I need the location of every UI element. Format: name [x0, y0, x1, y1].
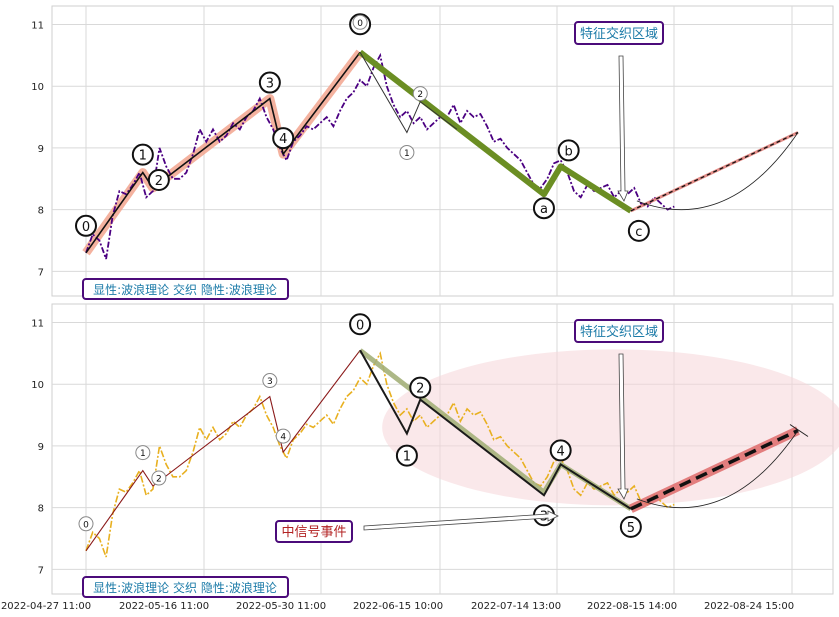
x-axis-tick-labels: 2022-04-27 11:00 2022-05-16 11:00 2022-05-…: [1, 601, 794, 612]
impulse-wave-label-text: 3: [267, 377, 273, 387]
impulse-wave-line: [85, 51, 361, 254]
impulse-wave-label-text: 2: [156, 475, 162, 485]
sub-wave-line: [359, 349, 632, 510]
x-tick-label: 2022-07-14 13:00: [471, 601, 561, 612]
impulse-wave-label-text: 0: [83, 520, 89, 530]
feature-region-ellipse: [382, 349, 839, 506]
footer-label-text: 显性:波浪理论 交织 隐性:波浪理论: [93, 580, 277, 595]
projection-end-tick: [789, 424, 809, 437]
sub-wave-label: [619, 515, 642, 538]
sub-wave-label: [412, 86, 428, 102]
sub-wave-label: [349, 313, 372, 336]
projection-dashed-line: [630, 428, 799, 511]
feature-label-frame: [574, 319, 664, 343]
y-tick-label: 7: [38, 267, 44, 278]
y-tick-label: 9: [38, 144, 44, 155]
x-tick-label: 2022-06-15 10:00: [353, 601, 443, 612]
footer-label-text: 显性:波浪理论 交织 隐性:波浪理论: [93, 282, 277, 297]
top-panel: 7891011012345abc012特征交织区域显性:波浪理论 交织 隐性:波…: [31, 5, 834, 300]
correction-wave-label: [627, 219, 650, 242]
impulse-wave-label-text: 2: [155, 174, 163, 189]
feature-label-text: 特征交织区域: [580, 324, 658, 340]
plot-frame: [51, 5, 834, 297]
y-tick-label: 11: [31, 319, 44, 330]
impulse-wave-label: [262, 373, 278, 389]
y-tick-label: 10: [31, 82, 44, 93]
footer-label-box: 显性:波浪理论 交织 隐性:波浪理论: [82, 576, 289, 598]
signal-arrow: [363, 510, 559, 531]
signal-label-text: 中信号事件: [281, 525, 346, 540]
impulse-wave-label: [275, 428, 291, 444]
sub-wave-label: [409, 376, 432, 399]
feature-arrow: [617, 55, 629, 202]
correction-wave-label-text: b: [565, 144, 573, 159]
sub-wave-label-text: 0: [356, 318, 364, 333]
sub-wave-label: [395, 444, 418, 467]
sub-wave-label: [399, 144, 415, 160]
sub-wave-line: [359, 52, 458, 134]
impulse-wave-label-text: 3: [266, 77, 274, 92]
impulse-wave-label: [151, 470, 167, 486]
bottom-panel: 789101101234012345特征交织区域中信号事件显性:波浪理论 交织 …: [31, 303, 839, 598]
impulse-wave-label: [78, 516, 94, 532]
feature-arrow: [617, 353, 629, 500]
x-tick-label: 2022-05-30 11:00: [236, 601, 326, 612]
impulse-wave-label-text: 4: [280, 433, 286, 443]
projection-dashed-line: [630, 131, 799, 212]
sub-wave-label: [352, 14, 368, 30]
price-series-line: [85, 351, 675, 558]
impulse-wave-line: [85, 349, 361, 552]
sub-wave-label-text: 0: [357, 19, 363, 29]
impulse-wave-label-text: 0: [82, 220, 90, 235]
footer-label-frame: [82, 278, 289, 300]
footer-label-frame: [82, 576, 289, 598]
impulse-wave-label: [258, 71, 281, 94]
impulse-wave-label-text: 1: [140, 449, 146, 459]
x-tick-label: 2022-04-27 11:00: [1, 601, 91, 612]
footer-label-box: 显性:波浪理论 交织 隐性:波浪理论: [82, 278, 289, 300]
impulse-wave-label-text: 4: [279, 132, 287, 147]
correction-wave-label: [532, 197, 555, 220]
x-tick-label: 2022-08-24 15:00: [704, 601, 794, 612]
y-tick-label: 10: [31, 380, 44, 391]
feature-label-box: 特征交织区域: [574, 21, 664, 45]
feature-label-text: 特征交织区域: [580, 26, 658, 42]
sub-wave-label-text: 4: [557, 444, 565, 459]
impulse-wave-label: [147, 169, 170, 192]
correction-wave-label: [557, 139, 580, 162]
y-tick-label: 11: [31, 21, 44, 32]
sub-wave-label-text: 1: [403, 450, 411, 465]
correction-wave-line: [358, 49, 633, 214]
sub-wave-label-text: 1: [404, 149, 410, 159]
y-tick-label: 9: [38, 442, 44, 453]
impulse-wave-label: [272, 127, 295, 150]
sub-wave-label-text: 2: [416, 382, 424, 397]
correction-wave-label-text: a: [540, 202, 548, 217]
y-tick-label: 7: [38, 565, 44, 576]
signal-label-box: 中信号事件: [275, 520, 353, 543]
projection-arc: [636, 430, 799, 509]
impulse-wave-label: [131, 143, 154, 166]
sub-wave-label-text: 5: [627, 521, 635, 536]
x-tick-label: 2022-05-16 11:00: [119, 601, 209, 612]
impulse-wave-label: [135, 445, 151, 461]
x-tick-label: 2022-08-15 14:00: [587, 601, 677, 612]
y-tick-label: 8: [38, 206, 44, 217]
sub-wave-label-text: 2: [417, 90, 423, 100]
feature-label-box: 特征交织区域: [574, 319, 664, 343]
sub-wave-label: [549, 439, 572, 462]
impulse-wave-label-text: 1: [139, 149, 147, 164]
price-series-line: [85, 52, 675, 260]
correction-wave-label-text: c: [635, 225, 642, 240]
projection-arc: [636, 132, 799, 211]
feature-label-frame: [574, 21, 664, 45]
signal-label-frame: [275, 520, 353, 543]
impulse-wave-label: [75, 214, 97, 237]
y-tick-label: 8: [38, 504, 44, 515]
